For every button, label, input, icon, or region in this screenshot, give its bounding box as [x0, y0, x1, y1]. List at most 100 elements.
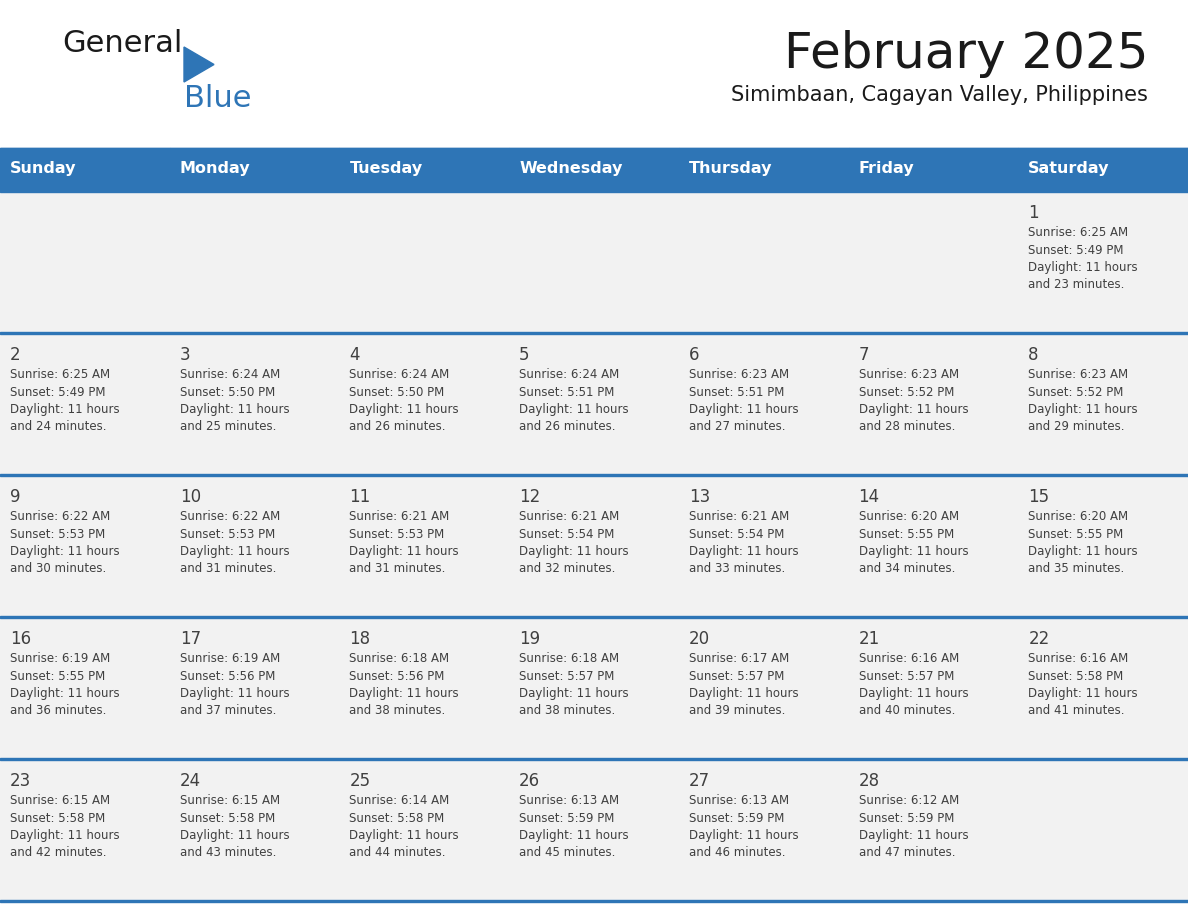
Text: 15: 15	[1029, 488, 1049, 506]
Text: and 31 minutes.: and 31 minutes.	[179, 563, 276, 576]
Text: and 47 minutes.: and 47 minutes.	[859, 846, 955, 859]
Polygon shape	[184, 47, 214, 82]
Text: Daylight: 11 hours: Daylight: 11 hours	[10, 687, 120, 700]
Text: Daylight: 11 hours: Daylight: 11 hours	[859, 545, 968, 558]
Text: Sunrise: 6:19 AM: Sunrise: 6:19 AM	[10, 652, 110, 665]
Text: 4: 4	[349, 346, 360, 364]
Text: and 25 minutes.: and 25 minutes.	[179, 420, 276, 433]
Text: 8: 8	[1029, 346, 1038, 364]
Text: Sunset: 5:52 PM: Sunset: 5:52 PM	[1029, 386, 1124, 398]
Text: Daylight: 11 hours: Daylight: 11 hours	[1029, 545, 1138, 558]
Text: Sunrise: 6:22 AM: Sunrise: 6:22 AM	[179, 510, 280, 523]
Text: Sunrise: 6:19 AM: Sunrise: 6:19 AM	[179, 652, 280, 665]
Text: Sunrise: 6:15 AM: Sunrise: 6:15 AM	[179, 794, 280, 807]
Text: Daylight: 11 hours: Daylight: 11 hours	[859, 829, 968, 842]
Text: Sunrise: 6:20 AM: Sunrise: 6:20 AM	[1029, 510, 1129, 523]
Text: Sunset: 5:53 PM: Sunset: 5:53 PM	[179, 528, 274, 541]
Bar	[0, 474, 1188, 616]
Bar	[0, 616, 1188, 618]
Text: and 27 minutes.: and 27 minutes.	[689, 420, 785, 433]
Text: 1: 1	[1029, 204, 1040, 222]
Text: Sunrise: 6:16 AM: Sunrise: 6:16 AM	[1029, 652, 1129, 665]
Bar	[0, 332, 1188, 334]
Text: Sunset: 5:55 PM: Sunset: 5:55 PM	[1029, 528, 1124, 541]
Text: 22: 22	[1029, 630, 1049, 648]
Text: and 35 minutes.: and 35 minutes.	[1029, 563, 1125, 576]
Text: Sunset: 5:59 PM: Sunset: 5:59 PM	[689, 812, 784, 824]
Text: Sunset: 5:54 PM: Sunset: 5:54 PM	[689, 528, 784, 541]
Text: Sunset: 5:56 PM: Sunset: 5:56 PM	[349, 669, 444, 682]
Text: and 40 minutes.: and 40 minutes.	[859, 704, 955, 718]
Text: Sunset: 5:50 PM: Sunset: 5:50 PM	[179, 386, 274, 398]
Text: 6: 6	[689, 346, 700, 364]
Text: and 42 minutes.: and 42 minutes.	[10, 846, 107, 859]
Text: Sunset: 5:58 PM: Sunset: 5:58 PM	[1029, 669, 1124, 682]
Text: Blue: Blue	[184, 84, 252, 113]
Text: 27: 27	[689, 772, 710, 790]
Text: Sunset: 5:59 PM: Sunset: 5:59 PM	[859, 812, 954, 824]
Text: Sunset: 5:52 PM: Sunset: 5:52 PM	[859, 386, 954, 398]
Bar	[678, 148, 848, 190]
Text: Sunset: 5:50 PM: Sunset: 5:50 PM	[349, 386, 444, 398]
Text: Sunset: 5:53 PM: Sunset: 5:53 PM	[10, 528, 106, 541]
Text: 7: 7	[859, 346, 870, 364]
Text: Sunset: 5:49 PM: Sunset: 5:49 PM	[1029, 243, 1124, 256]
Text: 11: 11	[349, 488, 371, 506]
Bar	[0, 190, 1188, 332]
Text: and 28 minutes.: and 28 minutes.	[859, 420, 955, 433]
Text: Daylight: 11 hours: Daylight: 11 hours	[859, 403, 968, 416]
Text: and 37 minutes.: and 37 minutes.	[179, 704, 276, 718]
Text: 26: 26	[519, 772, 541, 790]
Text: 10: 10	[179, 488, 201, 506]
Text: Sunday: Sunday	[10, 162, 76, 176]
Text: Daylight: 11 hours: Daylight: 11 hours	[519, 687, 628, 700]
Text: Sunrise: 6:25 AM: Sunrise: 6:25 AM	[10, 368, 110, 381]
Text: and 39 minutes.: and 39 minutes.	[689, 704, 785, 718]
Bar	[0, 900, 1188, 902]
Text: Sunrise: 6:22 AM: Sunrise: 6:22 AM	[10, 510, 110, 523]
Text: and 32 minutes.: and 32 minutes.	[519, 563, 615, 576]
Text: 14: 14	[859, 488, 879, 506]
Text: and 33 minutes.: and 33 minutes.	[689, 563, 785, 576]
Text: and 45 minutes.: and 45 minutes.	[519, 846, 615, 859]
Text: Thursday: Thursday	[689, 162, 772, 176]
Text: 13: 13	[689, 488, 710, 506]
Bar	[0, 758, 1188, 760]
Text: 12: 12	[519, 488, 541, 506]
Text: Sunrise: 6:23 AM: Sunrise: 6:23 AM	[859, 368, 959, 381]
Bar	[0, 616, 1188, 758]
Text: Sunset: 5:59 PM: Sunset: 5:59 PM	[519, 812, 614, 824]
Text: 16: 16	[10, 630, 31, 648]
Text: and 41 minutes.: and 41 minutes.	[1029, 704, 1125, 718]
Text: Sunrise: 6:13 AM: Sunrise: 6:13 AM	[519, 794, 619, 807]
Text: Sunrise: 6:24 AM: Sunrise: 6:24 AM	[179, 368, 280, 381]
Text: 21: 21	[859, 630, 880, 648]
Text: Daylight: 11 hours: Daylight: 11 hours	[859, 687, 968, 700]
Bar	[0, 474, 1188, 476]
Text: Sunset: 5:58 PM: Sunset: 5:58 PM	[10, 812, 106, 824]
Text: and 43 minutes.: and 43 minutes.	[179, 846, 276, 859]
Text: and 24 minutes.: and 24 minutes.	[10, 420, 107, 433]
Text: 24: 24	[179, 772, 201, 790]
Text: Sunrise: 6:24 AM: Sunrise: 6:24 AM	[349, 368, 450, 381]
Text: and 46 minutes.: and 46 minutes.	[689, 846, 785, 859]
Text: 2: 2	[10, 346, 20, 364]
Text: Daylight: 11 hours: Daylight: 11 hours	[349, 829, 459, 842]
Text: and 26 minutes.: and 26 minutes.	[349, 420, 446, 433]
Bar	[1018, 148, 1188, 190]
Text: Sunset: 5:51 PM: Sunset: 5:51 PM	[689, 386, 784, 398]
Text: Daylight: 11 hours: Daylight: 11 hours	[689, 829, 798, 842]
Text: Tuesday: Tuesday	[349, 162, 423, 176]
Text: Sunrise: 6:21 AM: Sunrise: 6:21 AM	[349, 510, 450, 523]
Bar	[848, 148, 1018, 190]
Text: Sunrise: 6:24 AM: Sunrise: 6:24 AM	[519, 368, 619, 381]
Text: Simimbaan, Cagayan Valley, Philippines: Simimbaan, Cagayan Valley, Philippines	[731, 85, 1148, 105]
Text: Sunset: 5:53 PM: Sunset: 5:53 PM	[349, 528, 444, 541]
Bar	[0, 758, 1188, 900]
Text: 18: 18	[349, 630, 371, 648]
Text: Daylight: 11 hours: Daylight: 11 hours	[519, 829, 628, 842]
Text: Sunrise: 6:20 AM: Sunrise: 6:20 AM	[859, 510, 959, 523]
Bar	[0, 148, 1188, 152]
Text: and 38 minutes.: and 38 minutes.	[349, 704, 446, 718]
Text: Daylight: 11 hours: Daylight: 11 hours	[179, 829, 290, 842]
